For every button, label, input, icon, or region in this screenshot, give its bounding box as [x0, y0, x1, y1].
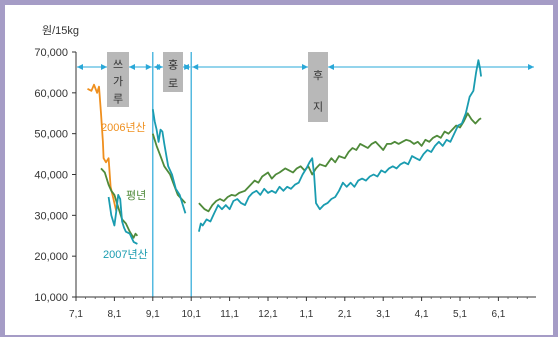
period-label-char: 로: [168, 78, 178, 90]
series-label-average: 평년: [126, 189, 146, 202]
arrow-right-icon: [528, 64, 534, 70]
series-label-2007: 2007년산: [103, 248, 148, 261]
series-2006-line: [87, 83, 118, 212]
y-axis-ticks: 70,000 60,000 50,000 40,000 30,000 20,000 10,0…: [34, 47, 76, 304]
period-label-char: 쓰: [113, 59, 123, 71]
period-bands: 쓰가루 홍로 후지: [107, 52, 328, 122]
period-label-char: 후: [313, 69, 323, 82]
period-band: [107, 52, 129, 107]
x-tick-label: 1,1: [299, 309, 313, 320]
x-tick-label: 11,1: [220, 309, 239, 320]
arrow-right-icon: [157, 64, 163, 70]
outer-frame-right: [553, 0, 558, 337]
period-band: [308, 52, 328, 122]
x-tick-label: 9,1: [146, 309, 160, 320]
x-tick-label: 3,1: [376, 309, 390, 320]
period-label-char: 가: [113, 75, 123, 88]
period-markers: [77, 52, 534, 297]
arrow-right-icon: [184, 64, 191, 70]
y-tick-label: 30,000: [34, 210, 68, 222]
arrow-left-icon: [192, 64, 199, 70]
arrow-left-icon: [129, 64, 135, 70]
y-tick-label: 50,000: [34, 129, 68, 141]
series-average-line: [100, 167, 139, 239]
x-tick-label: 12,1: [258, 309, 278, 320]
x-tick-label: 8,1: [107, 309, 121, 320]
y-axis-unit-label: 원/15kg: [42, 24, 79, 37]
x-axis-ticks: 7,1 8,1 9,1 10,1 11,1 12,1 1,1 2,1 3,1 4,1 5,1 6,1: [69, 297, 528, 320]
x-tick-label: 10,1: [181, 309, 201, 320]
series-average-line: [198, 112, 482, 213]
outer-frame-top: [0, 0, 558, 5]
series-lines: [87, 59, 482, 245]
period-label-char: 지: [313, 101, 323, 114]
series-2007-line: [107, 193, 138, 245]
y-tick-label: 10,000: [34, 292, 68, 304]
series-2007-line: [198, 59, 482, 232]
arrow-right-icon: [101, 64, 107, 70]
arrow-left-icon: [77, 64, 83, 70]
arrow-right-icon: [302, 64, 308, 70]
series-label-2006: 2006년산: [101, 121, 146, 134]
series-2007-line: [151, 109, 187, 214]
x-tick-label: 6,1: [491, 309, 505, 320]
period-label-char: 홍: [168, 58, 178, 72]
arrow-right-icon: [145, 64, 152, 70]
arrow-left-icon: [328, 64, 334, 70]
x-tick-label: 2,1: [338, 309, 352, 320]
x-tick-label: 5,1: [453, 309, 467, 320]
period-band: [163, 52, 183, 92]
outer-frame-bottom: [0, 335, 558, 337]
y-tick-label: 20,000: [34, 251, 68, 263]
y-tick-label: 40,000: [34, 170, 68, 182]
x-tick-label: 4,1: [415, 309, 429, 320]
y-tick-label: 60,000: [34, 88, 68, 100]
outer-frame-left: [0, 0, 5, 337]
x-tick-label: 7,1: [69, 309, 83, 320]
y-tick-label: 70,000: [34, 47, 68, 59]
period-label-char: 루: [113, 92, 123, 105]
